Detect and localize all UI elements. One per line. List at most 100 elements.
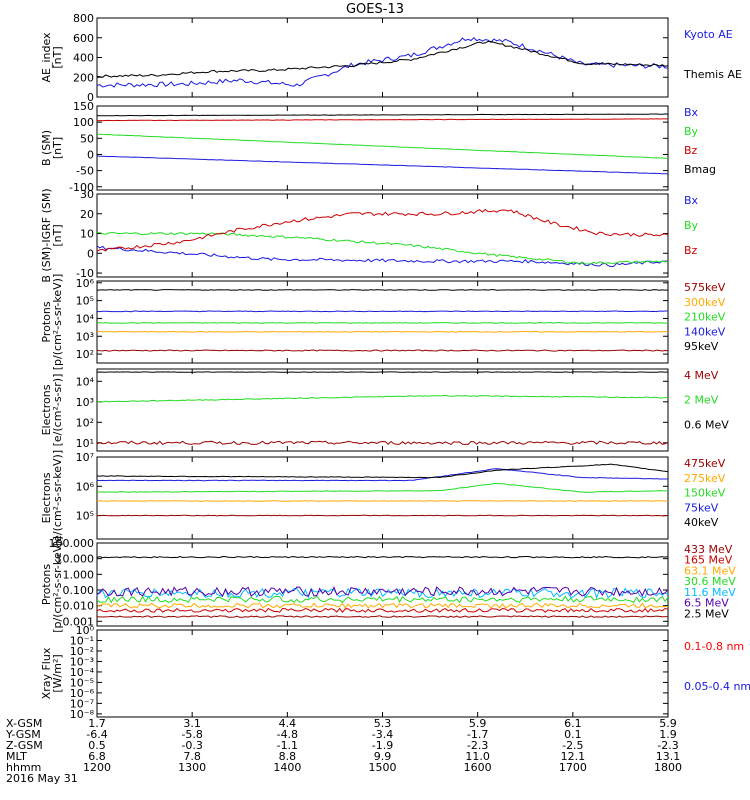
- legend-label: Kyoto AE: [684, 28, 733, 41]
- series-line-2-5-mev: [96, 555, 669, 559]
- x-axis-value: -2.3: [657, 739, 678, 752]
- legend-label: 140keV: [684, 325, 726, 338]
- y-tick-label: 10⁶: [76, 480, 95, 493]
- series-line-75kev: [96, 468, 669, 482]
- x-axis-row-label: hhmm: [6, 761, 41, 774]
- series-line-300kev: [96, 330, 669, 333]
- y-tick-label: 10⁵: [76, 295, 94, 308]
- x-axis-value: 7.8: [183, 750, 201, 763]
- legend-label: By: [684, 219, 699, 232]
- legend-label: 0.1-0.8 nm: [684, 640, 744, 653]
- y-axis-label: [W/m²]: [51, 654, 64, 692]
- x-axis-value: 6.8: [88, 750, 106, 763]
- y-tick-label: 0.010: [63, 600, 95, 613]
- legend-label: 0.6 MeV: [684, 418, 729, 431]
- legend-label: 433 MeV: [684, 543, 733, 556]
- y-axis-label: [p/(cm²-s-sr-keV)]: [51, 536, 64, 633]
- y-axis-label: [e/(cm²-s-sr)]: [51, 374, 64, 447]
- panel-6: 10⁷ 10⁶ 10⁵ Electrons[e/(cm²-s-sr-keV)] 475k…: [40, 450, 726, 546]
- x-axis-value: -3.4: [372, 728, 393, 741]
- series-line-bmag: [96, 113, 669, 117]
- y-tick-label: 400: [73, 52, 94, 65]
- legend-label: By: [684, 125, 699, 138]
- series-line-40kev: [96, 463, 669, 479]
- panel-frame: [96, 629, 669, 718]
- y-tick-label: 600: [73, 32, 94, 45]
- date-label: 2016 May 31: [6, 772, 78, 785]
- legend-label: 475keV: [684, 457, 726, 470]
- y-tick-label: 10⁰: [76, 624, 95, 637]
- y-tick-label: 50: [80, 132, 94, 145]
- x-axis-value: 6.1: [564, 717, 582, 730]
- panel-4: 10⁶ 10⁵ 10⁴ 10³ 10² Protons[p/(cm²-s-sr-keV)]…: [40, 274, 726, 371]
- legend-label: 2 MeV: [684, 394, 719, 407]
- y-axis-label: Xray Flux: [40, 647, 53, 699]
- x-axis-row-label: MLT: [6, 750, 27, 763]
- legend-label: Bz: [684, 244, 698, 257]
- legend-label: 75keV: [684, 501, 719, 514]
- y-axis-label: AE_index: [40, 32, 53, 83]
- y-tick-label: 10⁻¹: [70, 634, 94, 647]
- panel-frame: [96, 17, 669, 98]
- panel-1: 800 600 400 200 0 AE_index[nT] Kyoto AE Themis …: [40, 12, 742, 104]
- x-axis-value: 5.9: [469, 717, 487, 730]
- y-axis-label: [p/(cm²-s-sr-keV)]: [51, 274, 64, 371]
- series-line-30-6-mev: [96, 595, 669, 604]
- x-axis-value: 5.9: [659, 717, 677, 730]
- legend-label: 165 MeV: [684, 554, 733, 567]
- x-axis-value: 0.1: [564, 728, 582, 741]
- y-tick-label: 0.001: [63, 615, 95, 628]
- series-line-165-mev: [96, 607, 669, 613]
- chart-title: GOES-13: [346, 2, 404, 17]
- x-axis-value: 1.7: [88, 717, 106, 730]
- y-axis-label: B (SM)-IGRF (SM): [40, 188, 53, 282]
- series-line-6-5-mev: [96, 586, 669, 598]
- y-tick-label: 10²: [76, 348, 94, 361]
- x-axis-value: -2.5: [562, 739, 583, 752]
- series-line-bx: [96, 245, 669, 268]
- x-axis-value: 8.8: [279, 750, 297, 763]
- y-tick-label: 10⁶: [76, 277, 95, 290]
- series-line-63-1-mev: [96, 602, 669, 609]
- y-tick-label: 10⁴: [76, 312, 95, 325]
- y-tick-label: 150: [73, 100, 94, 113]
- series-line-433-mev: [96, 615, 669, 618]
- panel-5: 10⁴ 10³ 10² 10¹ Electrons[e/(cm²-s-sr)] 4 MeV…: [40, 368, 729, 452]
- series-line-bz: [97, 118, 668, 122]
- series-line-themis-ae: [96, 40, 669, 78]
- x-axis-value: 11.0: [465, 750, 490, 763]
- y-tick-label: 100: [73, 116, 94, 129]
- series-line-210kev: [96, 321, 669, 324]
- x-axis-value: 0.5: [88, 739, 106, 752]
- series-line-95kev: [96, 289, 669, 291]
- y-tick-label: 10⁷: [76, 451, 94, 464]
- y-axis-label: Protons: [40, 301, 53, 342]
- y-tick-label: 10⁻²: [70, 645, 94, 658]
- y-axis-label: [nT]: [51, 137, 64, 159]
- x-axis-value: 12.1: [561, 750, 586, 763]
- series-line-275kev: [96, 500, 668, 502]
- y-tick-label: 30: [80, 188, 94, 201]
- legend-label: 95keV: [684, 340, 719, 353]
- y-tick-label: 10³: [76, 330, 94, 343]
- panel-frame: [96, 368, 669, 452]
- x-axis-row-label: Z-GSM: [6, 739, 43, 752]
- legend-label: 575keV: [684, 281, 726, 294]
- x-axis-value: 3.1: [183, 717, 201, 730]
- x-axis-value: -1.1: [277, 739, 298, 752]
- y-tick-label: -10: [76, 267, 94, 280]
- legend-label: 275keV: [684, 472, 726, 485]
- series-line-475kev: [96, 514, 669, 517]
- y-tick-label: 10¹: [76, 437, 94, 450]
- series-line-150kev: [96, 483, 668, 493]
- series-line-140kev: [96, 310, 668, 313]
- series-line-bz: [96, 208, 669, 252]
- series-line-575kev: [96, 349, 669, 352]
- y-tick-label: 10: [80, 228, 94, 241]
- y-tick-label: 10⁻³: [70, 655, 94, 668]
- legend-label: 150keV: [684, 487, 726, 500]
- y-tick-label: 10.000: [56, 553, 95, 566]
- legend-label: 4 MeV: [684, 369, 719, 382]
